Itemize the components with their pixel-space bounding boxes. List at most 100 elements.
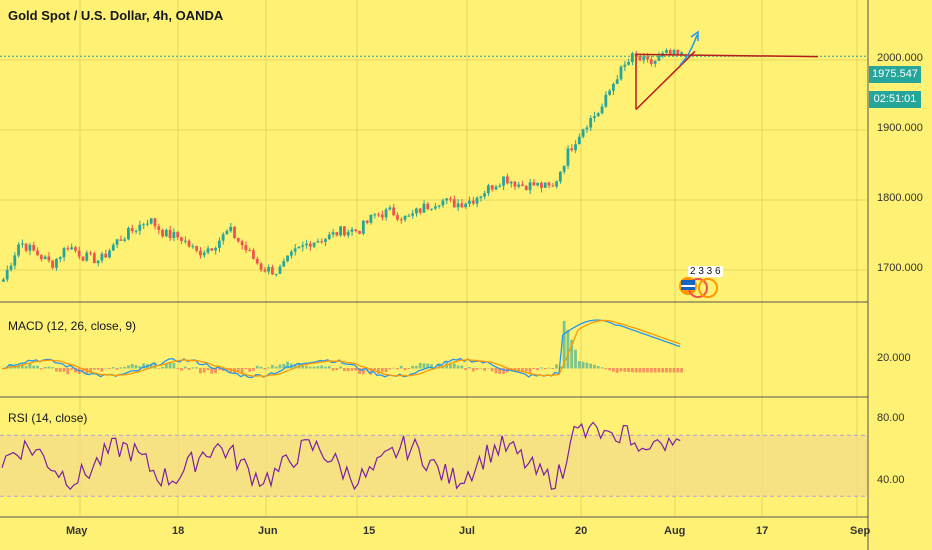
rsi-label[interactable]: RSI (14, close) [8,411,88,425]
candle-body-87 [331,232,335,235]
macd-hist-35 [134,364,138,369]
candle-body-27 [104,253,108,258]
candle-body-127 [483,193,486,197]
candle-body-113 [430,208,433,210]
macd-hist-163 [619,368,623,372]
macd-hist-89 [339,366,342,369]
candle-body-124 [471,200,475,204]
macd-hist-149 [566,329,570,369]
candle-body-91 [346,231,350,236]
countdown-tag: 02:51:01 [869,91,921,108]
candle-body-93 [354,229,358,231]
macd-hist-148 [562,320,566,369]
macd-hist-100 [380,368,384,372]
economic-events-marker[interactable]: 2 3 3 6 [676,266,724,298]
macd-hist-31 [119,367,123,369]
chart-title: Gold Spot / U.S. Dollar, 4h, OANDA [8,8,224,23]
candle-body-37 [142,224,145,226]
macd-hist-87 [331,368,335,371]
macd-hist-155 [589,363,593,369]
macd-hist-107 [407,368,411,370]
macd-hist-151 [574,349,577,369]
candle-body-84 [320,241,324,243]
candle-body-59 [225,231,229,235]
macd-hist-70 [267,367,271,369]
candle-body-92 [350,229,354,232]
candle-body-156 [593,116,596,118]
candle-body-41 [157,226,161,230]
macd-hist-54 [206,368,210,371]
candle-body-154 [585,127,589,130]
x-tick-18: 18 [172,525,185,537]
candle-body-99 [377,214,380,216]
candle-body-51 [195,246,199,251]
macd-hist-102 [388,368,392,370]
macd-label[interactable]: MACD (12, 26, close, 9) [8,319,137,333]
candle-body-112 [426,203,430,210]
candle-body-34 [130,228,134,232]
macd-hist-46 [176,368,180,369]
macd-hist-126 [479,368,483,369]
candle-body-160 [608,90,612,95]
candle-body-117 [445,198,449,201]
macd-hist-32 [123,366,127,369]
candle-body-4 [17,244,20,256]
x-tick-may: May [66,525,88,537]
candle-body-95 [361,220,365,234]
candle-body-23 [89,252,92,254]
candle-body-165 [627,62,630,65]
candle-body-70 [267,267,271,272]
y-tick-1700: 1700.000 [877,262,923,274]
macd-hist-36 [138,366,142,369]
macd-hist-130 [494,368,498,374]
macd-hist-24 [92,368,96,370]
candle-body-16 [62,248,66,258]
candle-body-19 [73,247,77,251]
candle-body-149 [566,148,570,166]
candle-body-140 [532,182,536,186]
macd-hist-86 [327,366,331,369]
candle-body-39 [149,218,153,224]
candle-body-67 [255,258,259,264]
candle-body-100 [380,214,384,218]
candle-body-119 [452,199,456,208]
macd-hist-97 [369,368,373,375]
candle-body-30 [115,239,119,245]
macd-hist-94 [358,368,361,374]
macd-hist-170 [646,368,649,373]
candle-body-120 [456,203,460,208]
candle-body-44 [168,229,172,239]
macd-hist-178 [676,368,680,373]
macd-hist-57 [217,368,221,370]
candle-body-22 [85,252,89,261]
macd-hist-63 [240,368,244,374]
macd-hist-79 [301,365,305,369]
rsi-line [1,421,681,491]
candle-body-135 [513,181,517,187]
macd-hist-72 [274,366,278,369]
macd-hist-119 [452,363,456,369]
macd-hist-168 [638,368,642,373]
macd-hist-43 [164,363,168,369]
candle-body-28 [108,250,111,258]
macd-hist-152 [577,361,581,369]
macd-hist-127 [483,368,486,371]
candle-body-48 [183,240,187,242]
macd-hist-169 [642,368,646,373]
macd-hist-44 [168,362,172,369]
candle-body-32 [123,239,127,241]
candle-body-130 [494,186,498,190]
candle-body-81 [308,243,312,247]
macd-hist-92 [350,368,354,371]
macd-hist-85 [324,366,327,369]
candle-body-38 [145,223,149,225]
candle-body-72 [274,273,278,275]
candle-body-164 [623,64,627,67]
macd-hist-101 [384,368,388,373]
candle-body-9 [36,250,39,256]
macd-hist-121 [460,365,464,369]
macd-hist-158 [600,367,604,369]
x-tick-17: 17 [756,525,769,537]
macd-hist-55 [210,368,214,374]
